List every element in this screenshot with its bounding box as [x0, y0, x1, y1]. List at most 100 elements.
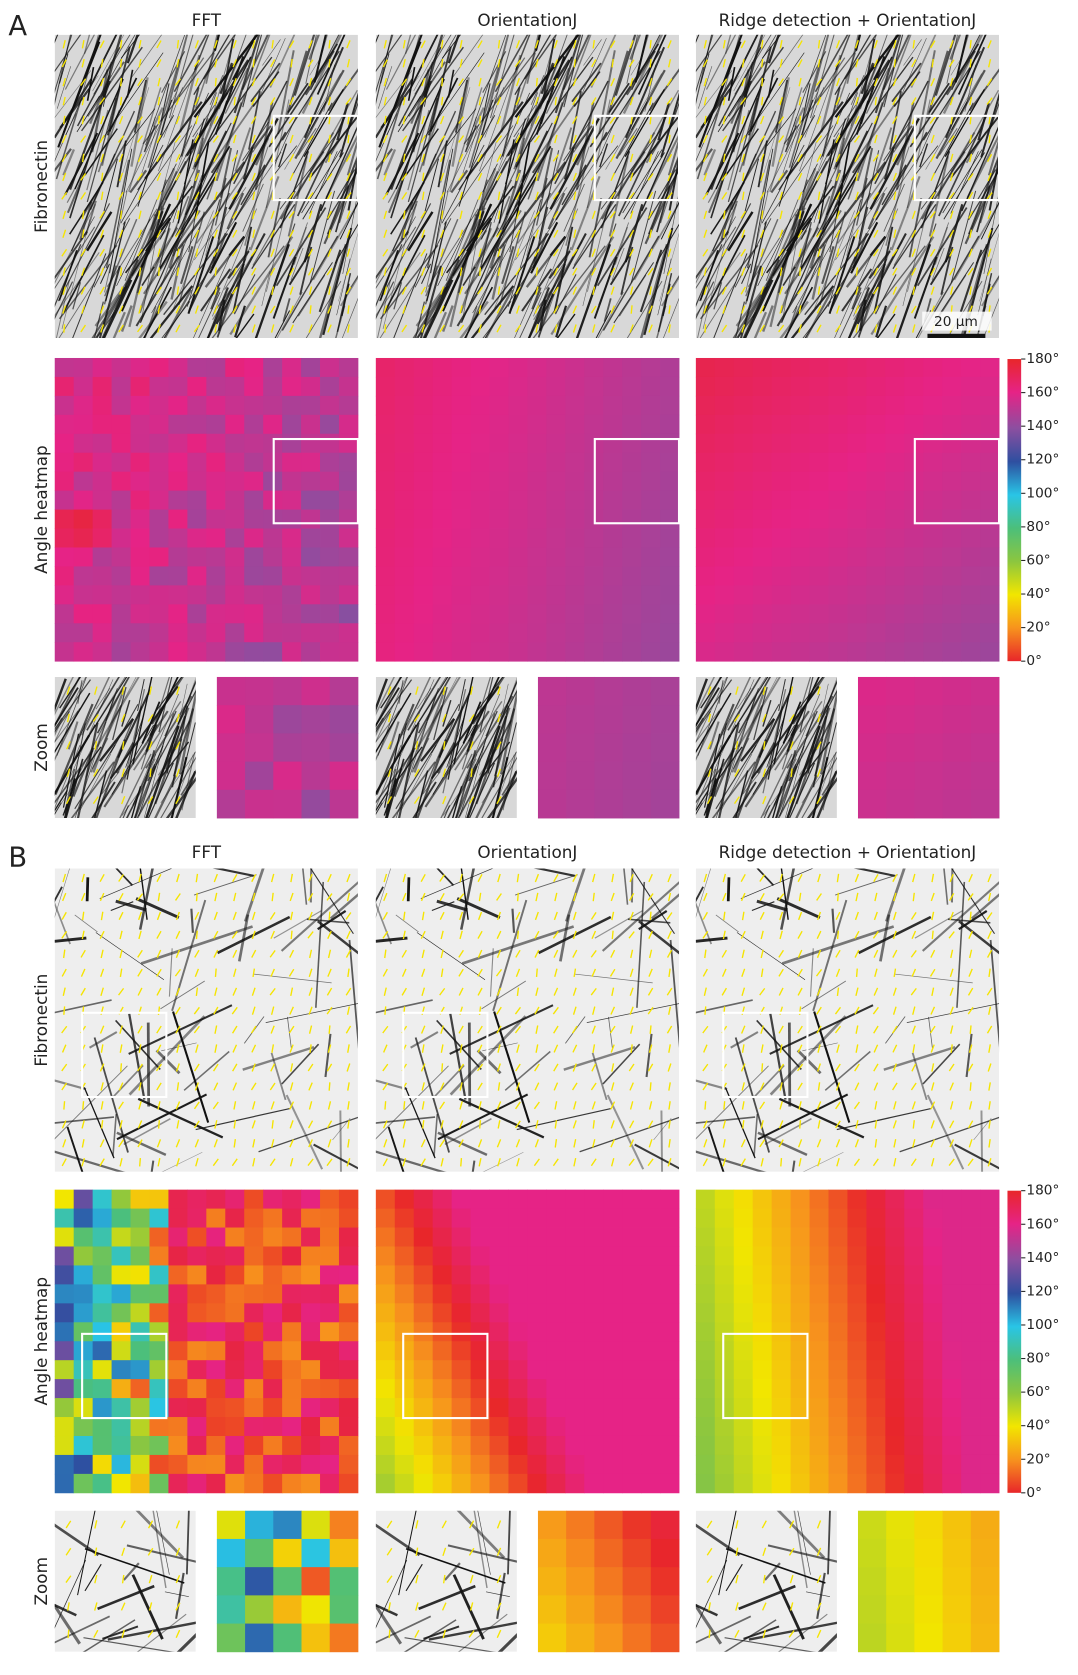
orientation-dash	[232, 267, 238, 276]
heatmap-cell	[149, 1208, 169, 1228]
fiber	[412, 737, 430, 770]
heatmap-cell	[546, 1435, 566, 1456]
orientation-dash	[930, 286, 935, 295]
orientation-dash	[760, 229, 765, 238]
orientation-dash	[516, 987, 520, 996]
fiber	[835, 186, 888, 261]
orientation-dash	[911, 1063, 917, 1072]
orientation-dash	[735, 686, 739, 695]
zoom-heat-cell	[594, 1510, 624, 1540]
heatmap-cell	[489, 1265, 509, 1285]
heatmap-cell	[320, 642, 340, 662]
fiber	[847, 263, 886, 338]
fiber	[855, 284, 877, 311]
fiber	[99, 718, 135, 762]
heatmap-cell	[565, 1246, 585, 1266]
heatmap-cell	[695, 395, 716, 416]
heatmap-cell	[92, 1227, 113, 1247]
orientation-dash	[100, 949, 104, 959]
fiber	[785, 737, 807, 819]
heatmap-cell	[225, 376, 245, 397]
orientation-dash	[702, 1158, 708, 1167]
heatmap-cell	[546, 1246, 566, 1266]
heatmap-cell	[282, 1303, 302, 1323]
zoom-heat-cell	[537, 1538, 567, 1568]
orientation-dash	[137, 1025, 143, 1034]
orientation-dash	[987, 40, 992, 49]
heatmap-cell	[54, 433, 75, 454]
zoom-heat-cell	[650, 1595, 680, 1624]
fiber	[128, 87, 162, 192]
heatmap-cell	[375, 1435, 396, 1456]
orientation-dash	[61, 1044, 67, 1053]
heatmap-cell	[980, 395, 1000, 416]
fiber	[458, 679, 466, 712]
fiber	[173, 708, 195, 777]
zoom-heat-cell	[914, 761, 944, 791]
fiber	[54, 98, 82, 162]
heatmap-cell	[733, 585, 754, 605]
orientation-dash	[269, 987, 276, 996]
fiber	[54, 999, 112, 1014]
heatmap-cell	[565, 642, 585, 662]
orientation-dash	[836, 1044, 840, 1053]
heatmap-cell	[54, 452, 75, 473]
fiber	[468, 210, 485, 254]
fiber	[302, 152, 344, 220]
orientation-dash	[148, 1574, 153, 1584]
heatmap-cell	[733, 490, 754, 510]
fiber	[139, 238, 179, 323]
orientation-dash	[415, 741, 419, 750]
orientation-dash	[231, 1158, 238, 1167]
heatmap-cell	[508, 433, 528, 454]
orientation-dash	[778, 248, 784, 257]
fiber	[791, 227, 820, 271]
orientation-dash	[629, 248, 635, 257]
orientation-dash	[855, 58, 859, 68]
fiber	[458, 1613, 508, 1652]
orientation-dash	[468, 1547, 475, 1556]
heatmap-cell	[111, 585, 131, 605]
orientation-dash	[94, 1602, 98, 1611]
heatmap-cell	[432, 604, 453, 624]
orientation-dash	[81, 930, 85, 940]
orientation-dash	[740, 210, 747, 219]
fiber	[876, 313, 896, 338]
orientation-dash	[855, 892, 859, 902]
heatmap-cell	[282, 585, 302, 605]
orientation-dash	[610, 949, 616, 958]
orientation-dash	[442, 768, 447, 777]
orientation-dash	[232, 115, 237, 125]
heatmap-cell	[942, 1265, 962, 1285]
orientation-dash	[308, 324, 313, 333]
orientation-dash	[722, 305, 727, 314]
heatmap-cell	[338, 509, 359, 529]
fiber	[718, 722, 740, 819]
heatmap-cell	[320, 414, 340, 435]
heatmap-cell	[168, 1208, 188, 1228]
heatmap-cell	[130, 1284, 150, 1304]
heatmap-cell	[603, 1360, 623, 1380]
fiber	[695, 936, 728, 943]
fiber	[763, 125, 834, 225]
orientation-dash	[667, 873, 672, 883]
fiber	[727, 676, 762, 731]
heatmap-cell	[847, 433, 867, 454]
heatmap-cell	[451, 642, 471, 662]
orientation-dash	[497, 210, 501, 220]
heatmap-cell	[752, 1265, 773, 1285]
heatmap-cell	[111, 1303, 131, 1323]
fiber	[695, 34, 723, 73]
fiber	[781, 124, 799, 178]
fiber	[105, 688, 118, 721]
fiber	[466, 725, 501, 819]
orientation-dash	[854, 248, 860, 257]
orientation-dash	[269, 78, 276, 87]
orientation-dash	[62, 949, 66, 959]
fiber	[533, 208, 579, 317]
fiber	[532, 206, 549, 269]
heatmap-cell	[320, 1454, 340, 1475]
fiber	[375, 1523, 421, 1557]
heatmap-cell	[338, 528, 359, 548]
orientation-dash	[443, 741, 446, 750]
